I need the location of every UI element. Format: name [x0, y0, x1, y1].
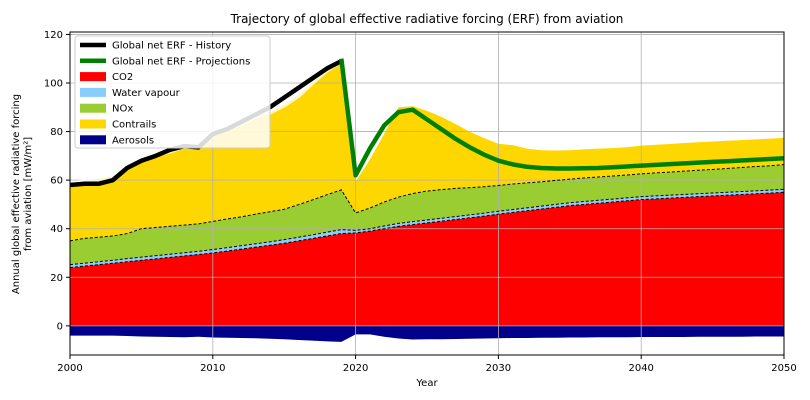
- x-tick-label: 2050: [771, 363, 796, 374]
- legend-item: Contrails: [80, 119, 156, 131]
- y-tick-label: 60: [50, 176, 63, 187]
- legend-item: CO2: [80, 72, 133, 83]
- x-tick-label: 2010: [200, 363, 225, 374]
- x-tick-label: 2030: [486, 363, 511, 374]
- y-axis-label-line-2: from aviation [mW/m²]: [23, 137, 34, 251]
- x-tick-label: 2020: [343, 363, 368, 374]
- area-water-vapour: [70, 189, 784, 268]
- area-co2: [70, 192, 784, 326]
- plot-inner: [70, 32, 784, 355]
- stack-boundary-line: [70, 188, 784, 266]
- legend-patch-swatch: [80, 119, 106, 129]
- net-erf-projections-line: [339, 58, 784, 178]
- legend-patch-swatch: [80, 103, 106, 113]
- y-tick-label: 100: [44, 79, 63, 90]
- x-axis-label: Year: [415, 378, 438, 389]
- legend-item: NOx: [80, 103, 133, 115]
- legend-item: Global net ERF - History: [80, 41, 231, 52]
- legend-item: Global net ERF - Projections: [80, 56, 250, 67]
- y-tick-label: 20: [50, 273, 63, 284]
- legend-box: [74, 35, 271, 149]
- y-tick-label: 0: [57, 321, 63, 332]
- legend-label: Contrails: [112, 120, 156, 131]
- legend-item: Aerosols: [80, 135, 154, 146]
- legend-patch-swatch: [80, 72, 106, 82]
- chart-title: Trajectory of global effective radiative…: [230, 12, 624, 26]
- legend-label: Aerosols: [112, 135, 154, 146]
- plot-area: [70, 32, 784, 355]
- y-tick-label: 120: [44, 30, 63, 41]
- legend-label: NOx: [112, 104, 133, 115]
- legend-label: Water vapour: [112, 88, 181, 99]
- y-tick-label: 80: [50, 127, 63, 138]
- x-tick-label: 2040: [628, 363, 653, 374]
- legend-item: Water vapour: [80, 87, 181, 99]
- y-tick-label: 40: [50, 224, 63, 235]
- area-contrails: [70, 61, 784, 241]
- x-tick-label: 2000: [57, 363, 82, 374]
- axes-frame: [69, 31, 785, 356]
- stack-boundary-line: [70, 164, 784, 242]
- legend: Global net ERF - History Global net ERF -…: [74, 35, 271, 149]
- legend-label: Global net ERF - Projections: [112, 56, 250, 67]
- area-nox: [70, 164, 784, 265]
- legend-label: CO2: [112, 72, 133, 83]
- legend-label: Global net ERF - History: [112, 41, 231, 52]
- legend-patch-swatch: [80, 87, 106, 97]
- area-aerosols: [70, 325, 784, 342]
- legend-patch-swatch: [80, 135, 106, 145]
- y-axis-label-line-1: Annual global effective radiative forcin…: [11, 94, 22, 294]
